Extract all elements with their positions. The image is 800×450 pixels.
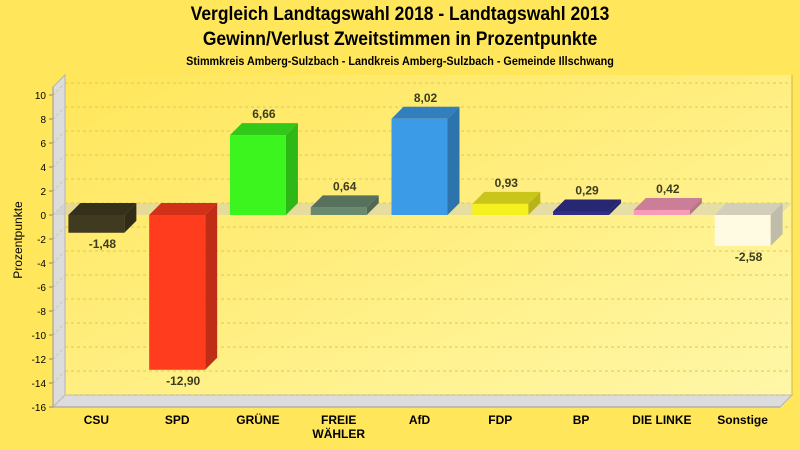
- bar-side: [689, 197, 702, 215]
- bar-side: [124, 203, 137, 233]
- x-tick-label: WÄHLER: [312, 426, 365, 441]
- gridline-wall: [52, 130, 66, 144]
- gridline-wall: [52, 322, 66, 336]
- bar-top: [714, 203, 783, 215]
- y-tick-label: -14: [32, 379, 47, 390]
- bar-front: [714, 215, 771, 246]
- data-label: -12,90: [166, 374, 200, 388]
- y-tick-label: -6: [37, 283, 46, 294]
- bar-top: [310, 195, 379, 208]
- data-label: -2,58: [735, 250, 763, 264]
- gridline-wall: [52, 274, 66, 288]
- y-tick-label: -8: [37, 307, 46, 318]
- gridline-wall: [52, 154, 66, 168]
- data-label: 0,93: [495, 176, 519, 190]
- x-tick-label: SPD: [165, 413, 190, 427]
- x-tick-label: BP: [573, 413, 590, 427]
- x-tick-label: CSU: [84, 413, 109, 427]
- bar-die-linke: 0,42 DIE LINKE: [632, 182, 702, 427]
- bar-front: [68, 215, 125, 233]
- data-label: 0,64: [333, 179, 357, 193]
- y-axis-label: Prozentpunkte: [11, 201, 25, 279]
- data-label: -1,48: [89, 237, 117, 251]
- gridline-wall: [52, 298, 66, 312]
- x-tick-label: FDP: [488, 413, 512, 427]
- gridline-wall: [52, 250, 66, 264]
- bar-front: [553, 211, 610, 215]
- y-tick-label: -4: [37, 259, 46, 270]
- bar-sonstige: -2,58 Sonstige: [714, 203, 783, 427]
- gridline-wall: [52, 82, 66, 96]
- x-tick-label: AfD: [409, 413, 431, 427]
- gridline-wall: [52, 106, 66, 120]
- bar-csu: -1,48 CSU: [68, 203, 137, 427]
- gridline-wall: [52, 370, 66, 384]
- y-tick-label: -12: [32, 355, 47, 366]
- bar-side: [366, 195, 379, 215]
- bar-top: [149, 203, 218, 215]
- bar-top: [553, 199, 622, 212]
- bar-front: [391, 118, 448, 215]
- y-tick-label: -10: [32, 331, 47, 342]
- bar-front: [633, 209, 690, 215]
- bar-afd: 8,02 AfD: [391, 91, 460, 427]
- y-tick-label: -16: [32, 403, 47, 414]
- data-label: 8,02: [414, 91, 438, 105]
- bar-gr-ne: 6,66 GRÜNE: [229, 107, 298, 427]
- bar-top: [472, 191, 541, 204]
- x-tick-label: Sonstige: [717, 413, 768, 427]
- y-tick-label: 2: [40, 187, 46, 198]
- x-tick-label: FREIE: [321, 413, 356, 427]
- bar-top: [391, 106, 460, 119]
- data-label: 0,29: [575, 184, 599, 198]
- y-tick-label: 4: [40, 163, 46, 174]
- bar-top: [68, 203, 137, 215]
- bar-side: [285, 123, 298, 215]
- y-tick-label: 8: [40, 115, 46, 126]
- x-tick-label: DIE LINKE: [632, 413, 691, 427]
- chart-title: Vergleich Landtagswahl 2018 - Landtagswa…: [190, 4, 610, 25]
- gridline-wall: [52, 346, 66, 360]
- bar-front: [310, 207, 367, 215]
- bar-fdp: 0,93 FDP: [472, 176, 541, 427]
- bar-side: [770, 203, 783, 246]
- bar-side: [447, 106, 460, 215]
- floor: [51, 394, 794, 408]
- y-tick-label: -2: [37, 235, 46, 246]
- x-tick-label: GRÜNE: [236, 412, 279, 427]
- bar-side: [528, 191, 541, 215]
- bar-top: [633, 197, 702, 210]
- y-tick-label: 10: [35, 91, 47, 102]
- gridline-wall: [52, 178, 66, 192]
- bar-spd: -12,90 SPD: [149, 203, 218, 427]
- bar-side: [205, 203, 218, 370]
- bar-front: [229, 135, 286, 215]
- y-tick-label: 6: [40, 139, 46, 150]
- data-label: 6,66: [252, 107, 276, 121]
- bar-bp: 0,29 BP: [553, 184, 622, 427]
- data-label: 0,42: [656, 182, 680, 196]
- y-tick-label: 0: [40, 211, 46, 222]
- gridline-wall: [52, 394, 66, 408]
- bar-front: [149, 215, 206, 370]
- gridline-wall: [52, 226, 66, 240]
- bar-side: [609, 199, 622, 215]
- gridline-wall: [52, 202, 66, 216]
- bar-top: [229, 123, 298, 136]
- bar-front: [472, 203, 529, 215]
- chart-subtitle-location: Stimmkreis Amberg-Sulzbach - Landkreis A…: [186, 54, 614, 68]
- chart-subtitle: Gewinn/Verlust Zweitstimmen in Prozentpu…: [202, 29, 598, 50]
